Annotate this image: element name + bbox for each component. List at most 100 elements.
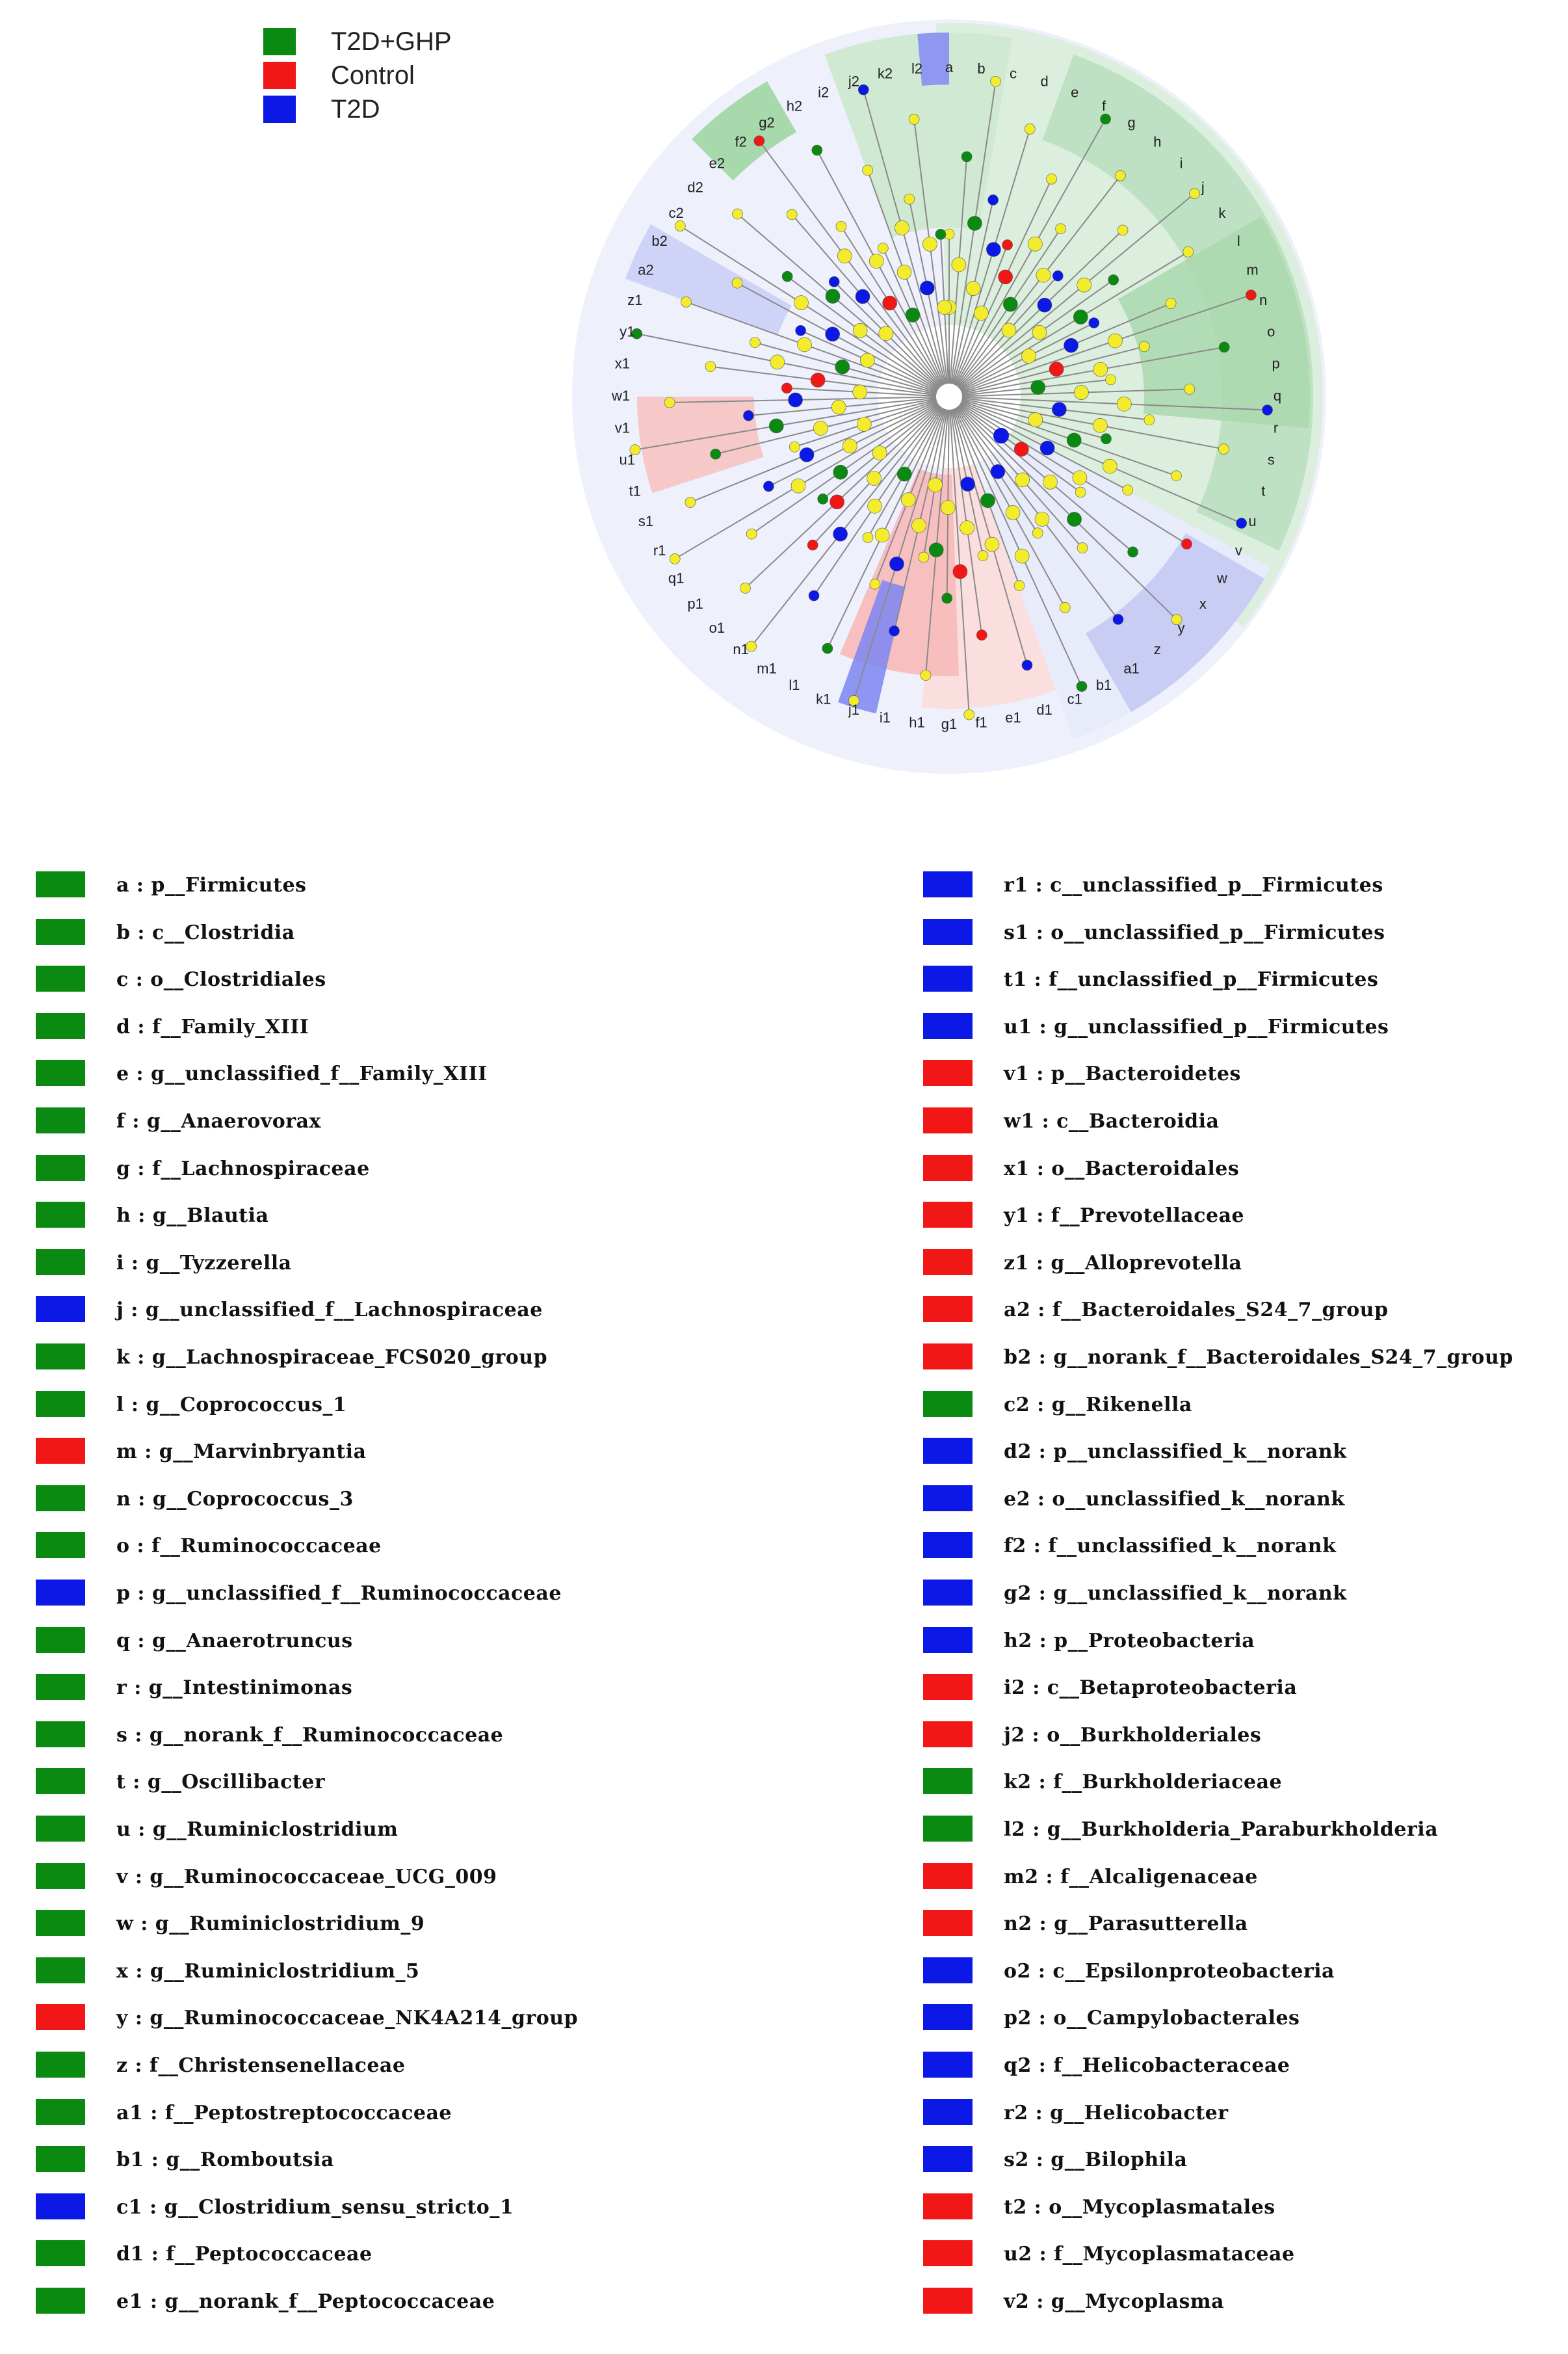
node-label: d1 (1036, 702, 1052, 718)
key-swatch (923, 1768, 973, 1795)
key-swatch (36, 1249, 85, 1275)
node-label: j1 (848, 702, 859, 718)
key-swatch (923, 2288, 973, 2314)
tree-node (1013, 442, 1029, 457)
key-label: v1 : p__Bacteroidetes (1004, 1063, 1241, 1086)
tree-node (732, 208, 743, 220)
node-label: r1 (653, 542, 666, 559)
key-swatch (36, 1674, 85, 1700)
tree-node (794, 295, 809, 310)
tree-node (905, 308, 921, 323)
key-label: s1 : o__unclassified_p__Firmicutes (1004, 921, 1385, 944)
tree-node (867, 471, 882, 486)
tree-node (848, 695, 859, 706)
tree-node (920, 670, 932, 681)
tree-node (1108, 274, 1119, 285)
branch-line (961, 346, 1225, 395)
tree-node (781, 382, 792, 394)
key-label: c1 : g__Clostridium_sensu_stricto_1 (116, 2195, 514, 2219)
tree-node (835, 220, 847, 232)
tree-node (833, 464, 848, 480)
tree-node (753, 135, 765, 146)
node-label: l1 (789, 677, 800, 693)
tree-node (629, 444, 641, 456)
tree-node (807, 539, 818, 551)
key-swatch (923, 1012, 973, 1039)
tree-node (781, 271, 793, 282)
key-swatch (36, 966, 85, 992)
tree-node (825, 326, 840, 342)
key-swatch (923, 1626, 973, 1653)
key-label: l : g__Coprococcus_1 (116, 1393, 347, 1416)
key-label: a2 : f__Bacteroidales_S24_7_group (1004, 1299, 1389, 1322)
key-label: k : g__Lachnospiraceae_FCS020_group (116, 1346, 548, 1369)
key-swatch (923, 1862, 973, 1889)
tree-node (1039, 440, 1055, 456)
node-label: f1 (975, 714, 987, 730)
key-label: p : g__unclassified_f__Ruminococcaceae (116, 1582, 562, 1605)
tree-node (1059, 602, 1071, 613)
branch-line (956, 406, 1119, 620)
node-label: j (1201, 179, 1205, 195)
key-label: n : g__Coprococcus_3 (116, 1487, 354, 1511)
tree-node (825, 289, 841, 304)
key-label: j : g__unclassified_f__Lachnospiraceae (116, 1299, 543, 1322)
branch-line (636, 333, 937, 395)
tree-node (937, 300, 952, 315)
key-swatch (36, 1910, 85, 1937)
key-swatch (923, 1296, 973, 1323)
tree-node (878, 243, 889, 254)
tree-node (852, 384, 867, 400)
tree-node (896, 265, 912, 280)
key-swatch (923, 1580, 973, 1606)
key-swatch (923, 1816, 973, 1842)
key-swatch (36, 2004, 85, 2031)
key-label: x1 : o__Bacteroidales (1004, 1157, 1240, 1180)
node-label: k1 (816, 691, 831, 707)
tree-node (1002, 239, 1013, 250)
node-label: o1 (709, 620, 725, 636)
node-label: l (1237, 233, 1240, 249)
tree-node (746, 528, 757, 540)
key-label: u2 : f__Mycoplasmataceae (1004, 2243, 1295, 2266)
tree-node (833, 526, 848, 542)
key-swatch (923, 1060, 973, 1087)
branch-line (960, 401, 1242, 524)
tree-node (1055, 223, 1066, 235)
tree-node (631, 328, 642, 339)
tree-node (980, 493, 995, 509)
branch-line (960, 251, 1189, 391)
key-label: d : f__Family_XIII (116, 1015, 309, 1038)
tree-node (813, 421, 828, 436)
tree-node (869, 254, 884, 269)
key-label: m2 : f__Alcaligenaceae (1004, 1865, 1258, 1888)
branch-line (679, 225, 939, 391)
tree-node (797, 337, 812, 352)
key-swatch (36, 2146, 85, 2173)
tree-node (940, 500, 956, 515)
key-swatch (36, 1532, 85, 1559)
key-label: a : p__Firmicutes (116, 874, 307, 897)
branch-line (686, 301, 937, 393)
branch-line (759, 140, 942, 387)
tree-node (889, 556, 904, 572)
tree-node (878, 326, 894, 341)
branch-line (670, 396, 937, 404)
node-label: b (977, 60, 985, 77)
tree-node (828, 276, 840, 287)
tree-node (952, 564, 968, 579)
key-label: x : g__Ruminiclostridium_5 (116, 1959, 420, 1983)
node-label: z (1154, 641, 1161, 657)
tree-node (842, 438, 857, 454)
key-label: z1 : g__Alloprevotella (1004, 1251, 1242, 1275)
tree-node (1015, 472, 1030, 488)
branch-line (744, 404, 941, 589)
key-label: o2 : c__Epsilonproteobacteria (1004, 1959, 1335, 1983)
node-label: n1 (733, 641, 748, 657)
node-label: i (1180, 155, 1183, 172)
tree-node (795, 325, 806, 336)
key-label: s : g__norank_f__Ruminococcaceae (116, 1723, 504, 1747)
tree-node (904, 193, 915, 205)
tree-node (1046, 173, 1057, 185)
tree-node (990, 75, 1001, 87)
